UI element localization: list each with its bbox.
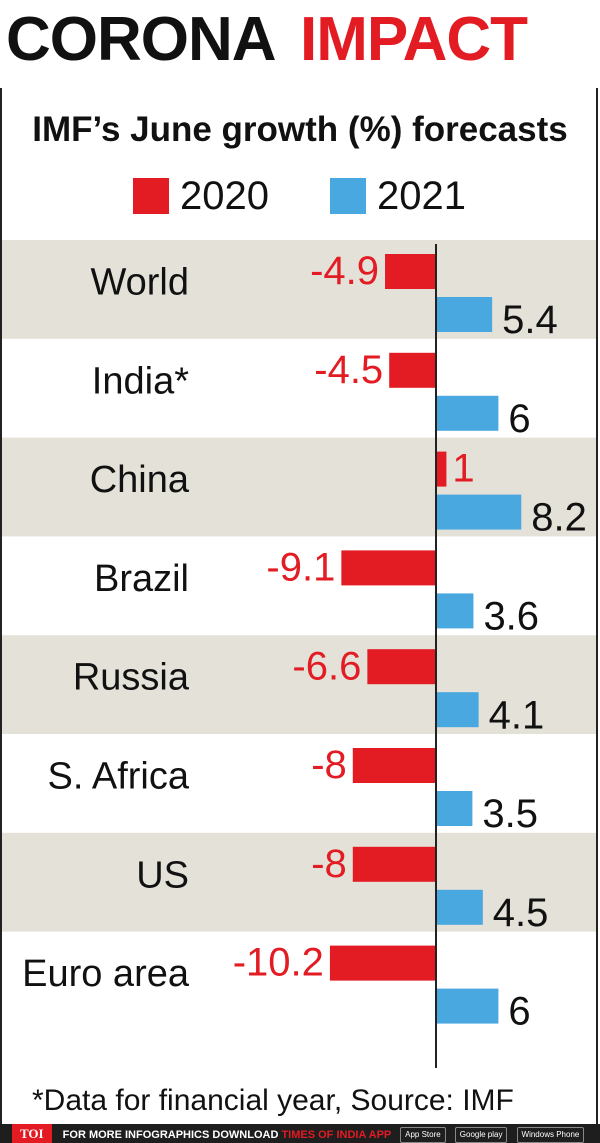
bar-2020-s-africa [352, 748, 436, 783]
category-label-world: World [90, 261, 189, 303]
footer-app-text: TIMES OF INDIA APP [281, 1129, 392, 1141]
chart-title: IMF’s June growth (%) forecasts [32, 110, 568, 149]
value-label-2020-us: -8 [311, 842, 347, 886]
bar-2021-india [436, 395, 499, 431]
legend-swatch-2020 [133, 178, 169, 214]
category-label-euro-area: Euro area [22, 953, 190, 995]
value-label-2020-euro-area: -10.2 [233, 941, 324, 985]
category-label-s-africa: S. Africa [48, 755, 190, 797]
headline: CORONA IMPACT [0, 0, 600, 80]
headline-word-2: IMPACT [300, 5, 528, 74]
value-label-2021-china: 8.2 [531, 496, 587, 540]
bar-2020-brazil [341, 550, 436, 586]
footer-bar: TOI FOR MORE INFOGRAPHICS DOWNLOAD TIMES… [0, 1124, 600, 1143]
category-label-russia: Russia [73, 657, 190, 699]
value-label-2021-us: 4.5 [493, 891, 549, 935]
value-label-2020-china: 1 [452, 447, 474, 491]
category-label-brazil: Brazil [94, 558, 189, 600]
bar-2021-china [436, 494, 522, 530]
row-band-world [2, 240, 596, 339]
bar-2021-euro-area [436, 988, 499, 1024]
bar-2021-brazil [436, 593, 474, 629]
bar-2020-china [436, 451, 447, 487]
footer-text: FOR MORE INFOGRAPHICS DOWNLOAD [62, 1129, 279, 1141]
footnote: *Data for financial year, Source: IMF [32, 1084, 514, 1117]
category-label-china: China [90, 459, 190, 501]
legend-label-2021: 2021 [377, 174, 466, 218]
value-label-2020-russia: -6.6 [292, 644, 361, 688]
windows-phone-badge[interactable]: Windows Phone [516, 1127, 585, 1143]
bar-2020-india [389, 352, 436, 388]
bar-2020-euro-area [329, 945, 436, 981]
bar-2021-world [436, 297, 493, 332]
value-label-2021-brazil: 3.6 [483, 594, 539, 638]
value-label-2020-s-africa: -8 [311, 743, 347, 787]
value-label-2021-s-africa: 3.5 [482, 792, 538, 836]
value-label-2020-brazil: -9.1 [266, 545, 335, 589]
app-store-badge[interactable]: App Store [400, 1127, 446, 1143]
value-label-2020-world: -4.9 [310, 249, 379, 293]
legend-label-2020: 2020 [180, 174, 269, 218]
bar-2021-us [436, 889, 483, 925]
value-label-2020-india: -4.5 [314, 348, 383, 392]
bar-2020-russia [367, 649, 436, 685]
headline-word-1: CORONA [6, 5, 277, 74]
category-label-india: India* [92, 360, 189, 402]
value-label-2021-world: 5.4 [502, 298, 558, 342]
google-play-badge[interactable]: Google play [454, 1127, 508, 1143]
value-label-2021-russia: 4.1 [489, 693, 545, 737]
row-band-russia [2, 635, 596, 734]
legend-swatch-2021 [330, 178, 366, 214]
bar-2020-world [385, 254, 436, 289]
category-label-us: US [136, 854, 189, 896]
row-band-us [2, 832, 596, 932]
bar-2020-us [352, 846, 436, 882]
value-label-2021-india: 6 [508, 397, 530, 441]
bar-2021-russia [436, 692, 479, 728]
toi-logo: TOI [12, 1124, 52, 1143]
value-label-2021-euro-area: 6 [508, 990, 530, 1034]
chart-panel [0, 88, 598, 1130]
bar-2021-s-africa [436, 791, 473, 826]
legend: 2020 2021 [0, 170, 600, 220]
